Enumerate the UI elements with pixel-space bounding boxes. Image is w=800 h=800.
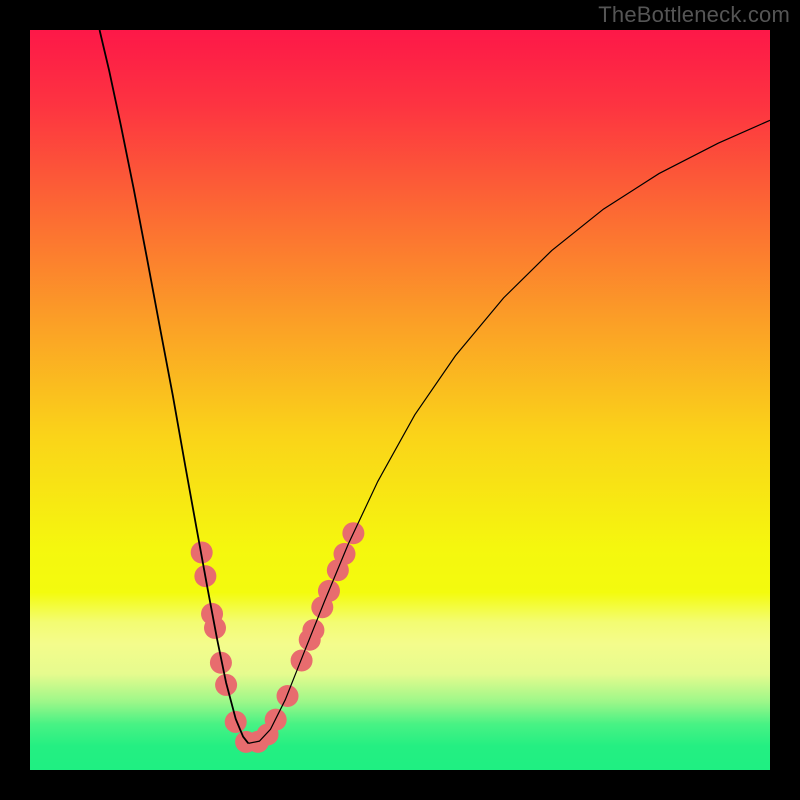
data-marker [277,685,299,707]
data-marker [291,649,313,671]
watermark-text: TheBottleneck.com [598,2,790,28]
data-marker [225,711,247,733]
plot-background [30,30,770,770]
bottleneck-chart-svg [0,0,800,800]
chart-stage: TheBottleneck.com [0,0,800,800]
